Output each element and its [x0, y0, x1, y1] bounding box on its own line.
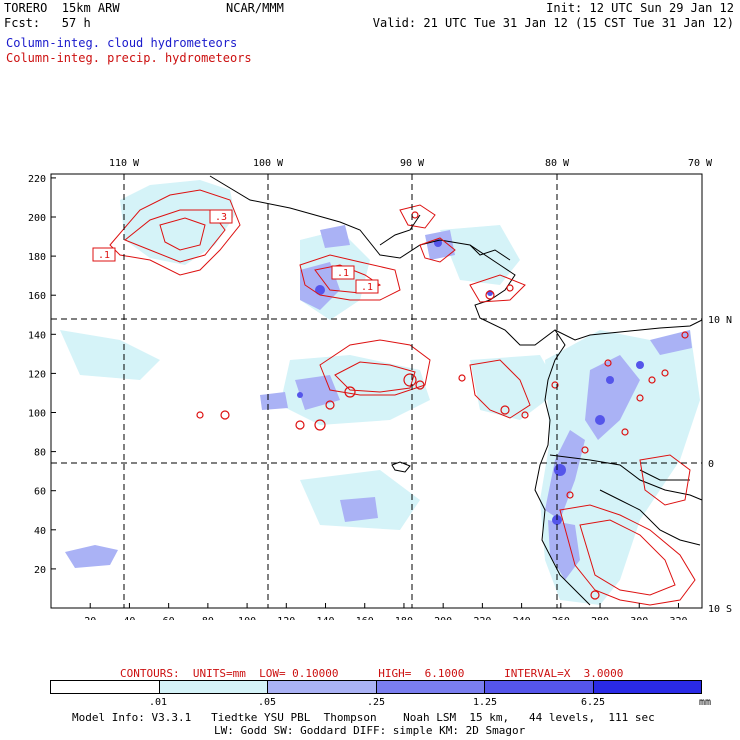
- lon-label: 100 W: [253, 158, 284, 169]
- model-info: Model Info: V3.3.1 Tiedtke YSU PBL Thomp…: [72, 711, 655, 724]
- valid-time: Valid: 21 UTC Tue 31 Jan 12 (15 CST Tue …: [372, 16, 734, 30]
- x-tick-label: 140: [316, 616, 334, 620]
- lat-label: 10 S: [708, 604, 732, 615]
- y-tick-label: 100: [28, 409, 46, 420]
- lat-label: 0: [708, 459, 714, 470]
- x-tick-label: 240: [513, 616, 531, 620]
- lon-label: 90 W: [400, 158, 425, 169]
- colorbar-segment: [51, 681, 159, 693]
- contour-label: .1: [98, 250, 110, 261]
- colorbar-label: .25: [366, 697, 386, 708]
- forecast-hour: Fcst: 57 h: [4, 16, 91, 30]
- lat-lon-grid: [51, 174, 702, 608]
- colorbar-label: 1.25: [472, 697, 498, 708]
- physics-info: LW: Godd SW: Goddard DIFF: simple KM: 2D…: [214, 724, 526, 737]
- y-tick-label: 220: [28, 174, 46, 185]
- colorbar-segment: [375, 681, 484, 693]
- colorbar-unit: mm: [698, 697, 712, 708]
- model-title: TORERO 15km ARW: [4, 1, 120, 15]
- colorbar-segment: [158, 681, 267, 693]
- forecast-map: .1 .3 .1 .1 110 W 100 W 90 W 80 W 70 W 1…: [28, 158, 732, 620]
- colorbar-label: .05: [257, 697, 277, 708]
- y-tick-label: 140: [28, 330, 46, 341]
- y-tick-label: 20: [34, 565, 46, 576]
- institution: NCAR/MMM: [226, 1, 284, 15]
- contour-label-texts: .1 .3 .1 .1: [98, 212, 373, 293]
- y-axis: 220 200 180 160 140 120 100 80 60 40 20: [28, 174, 56, 576]
- x-tick-label: 200: [434, 616, 452, 620]
- y-tick-label: 120: [28, 369, 46, 380]
- colorbar-segment: [592, 681, 701, 693]
- colorbar-segment: [484, 681, 593, 693]
- y-tick-label: 40: [34, 526, 46, 537]
- contour-info: CONTOURS: UNITS=mm LOW= 0.10000 HIGH= 6.…: [120, 667, 624, 680]
- colorbar-label: 6.25: [580, 697, 606, 708]
- init-time: Init: 12 UTC Sun 29 Jan 12: [546, 1, 734, 15]
- contour-label: .1: [361, 282, 373, 293]
- x-axis: 20 40 60 80 100 120 140 160 180 200 220 240 260 280 30…: [84, 603, 688, 620]
- x-tick-label: 60: [163, 616, 175, 620]
- y-tick-label: 80: [34, 448, 46, 459]
- x-tick-label: 100: [238, 616, 256, 620]
- y-tick-label: 180: [28, 252, 46, 263]
- contour-label: .1: [337, 268, 349, 279]
- colorbar: [50, 680, 702, 694]
- colorbar-segment: [267, 681, 376, 693]
- x-tick-label: 80: [202, 616, 214, 620]
- legend-precip: Column-integ. precip. hydrometeors: [6, 51, 252, 65]
- lon-label: 80 W: [545, 158, 570, 169]
- y-tick-label: 200: [28, 213, 46, 224]
- lat-label: 10 N: [708, 315, 732, 326]
- x-tick-label: 180: [395, 616, 413, 620]
- colorbar-label: .01: [148, 697, 168, 708]
- x-tick-label: 120: [277, 616, 295, 620]
- x-tick-label: 40: [123, 616, 135, 620]
- x-tick-label: 20: [84, 616, 96, 620]
- y-tick-label: 60: [34, 487, 46, 498]
- precip-cores: [196, 211, 689, 600]
- precip-contours: [109, 189, 696, 606]
- x-tick-label: 260: [552, 616, 570, 620]
- contour-label: .3: [215, 212, 227, 223]
- lon-label: 70 W: [688, 158, 713, 169]
- legend-cloud: Column-integ. cloud hydrometeors: [6, 36, 238, 50]
- x-tick-label: 280: [591, 616, 609, 620]
- contour-label-boxes: [92, 209, 379, 294]
- x-tick-label: 220: [473, 616, 491, 620]
- x-tick-label: 160: [356, 616, 374, 620]
- y-tick-label: 160: [28, 291, 46, 302]
- x-tick-label: 300: [630, 616, 648, 620]
- x-tick-label: 320: [669, 616, 687, 620]
- cloud-shading-dark: [297, 239, 644, 525]
- lon-label: 110 W: [109, 158, 140, 169]
